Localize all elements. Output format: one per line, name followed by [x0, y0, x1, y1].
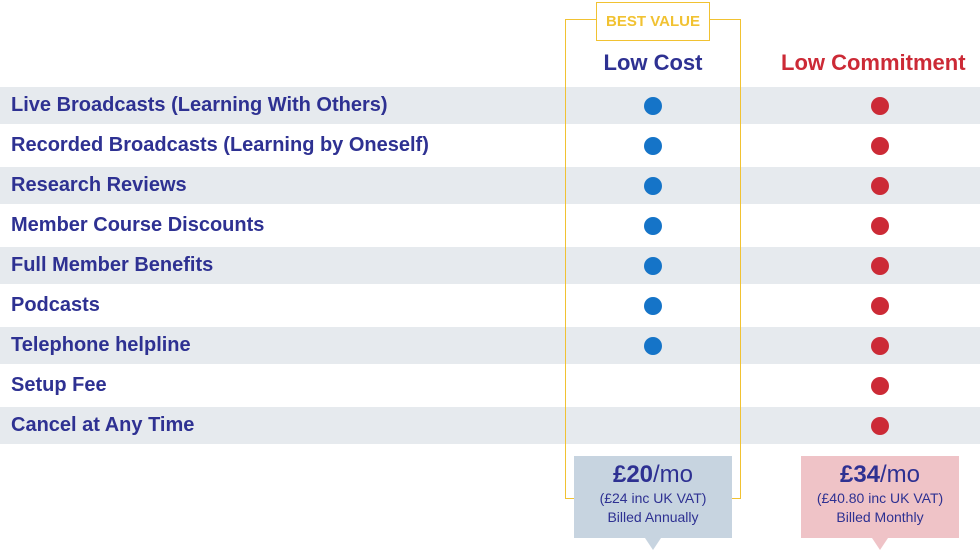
low-cost-included-dot	[644, 177, 662, 195]
low-cost-included-dot	[644, 137, 662, 155]
feature-row: Research Reviews	[0, 167, 980, 204]
annual-price: £20/mo	[574, 461, 732, 489]
feature-label: Setup Fee	[11, 374, 107, 396]
monthly-price: £34/mo	[801, 461, 959, 489]
monthly-price-pointer-icon	[872, 538, 888, 550]
feature-label: Research Reviews	[11, 174, 187, 196]
feature-row: Live Broadcasts (Learning With Others)	[0, 87, 980, 124]
annual-price-card[interactable]: £20/mo (£24 inc UK VAT) Billed Annually	[574, 456, 732, 538]
feature-row: Recorded Broadcasts (Learning by Oneself…	[0, 127, 980, 164]
feature-row: Member Course Discounts	[0, 207, 980, 244]
annual-price-vat: (£24 inc UK VAT)	[599, 490, 707, 506]
feature-row: Podcasts	[0, 287, 980, 324]
monthly-price-vat: (£40.80 inc UK VAT)	[816, 490, 944, 506]
best-value-badge: BEST VALUE	[596, 2, 710, 41]
feature-row: Cancel at Any Time	[0, 407, 980, 444]
low-cost-included-dot	[644, 97, 662, 115]
low-cost-included-dot	[644, 297, 662, 315]
low-commitment-included-dot	[871, 337, 889, 355]
feature-label: Member Course Discounts	[11, 214, 265, 236]
annual-price-pointer-icon	[645, 538, 661, 550]
low-commitment-included-dot	[871, 137, 889, 155]
annual-price-amount: £20	[612, 461, 654, 488]
monthly-price-period: /mo	[880, 461, 921, 488]
low-cost-included-dot	[644, 257, 662, 275]
monthly-price-card[interactable]: £34/mo (£40.80 inc UK VAT) Billed Monthl…	[801, 456, 959, 538]
low-commitment-included-dot	[871, 97, 889, 115]
feature-row: Setup Fee	[0, 367, 980, 404]
low-commitment-included-dot	[871, 257, 889, 275]
feature-label: Podcasts	[11, 294, 100, 316]
low-cost-column-heading: Low Cost	[603, 50, 703, 75]
low-commitment-included-dot	[871, 297, 889, 315]
best-value-highlight-frame	[565, 19, 741, 499]
feature-row: Full Member Benefits	[0, 247, 980, 284]
feature-label: Recorded Broadcasts (Learning by Oneself…	[11, 134, 429, 156]
feature-label: Telephone helpline	[11, 334, 191, 356]
low-cost-included-dot	[644, 337, 662, 355]
annual-billing-text: Billed Annually	[607, 509, 699, 525]
low-commitment-included-dot	[871, 377, 889, 395]
feature-row: Telephone helpline	[0, 327, 980, 364]
feature-label: Live Broadcasts (Learning With Others)	[11, 94, 388, 116]
low-commitment-column-heading: Low Commitment	[781, 50, 966, 75]
low-commitment-included-dot	[871, 217, 889, 235]
low-commitment-included-dot	[871, 417, 889, 435]
annual-price-period: /mo	[653, 461, 694, 488]
monthly-price-amount: £34	[839, 461, 881, 488]
low-cost-included-dot	[644, 217, 662, 235]
feature-label: Full Member Benefits	[11, 254, 214, 276]
low-commitment-included-dot	[871, 177, 889, 195]
monthly-billing-text: Billed Monthly	[836, 509, 924, 525]
feature-label: Cancel at Any Time	[11, 414, 195, 436]
